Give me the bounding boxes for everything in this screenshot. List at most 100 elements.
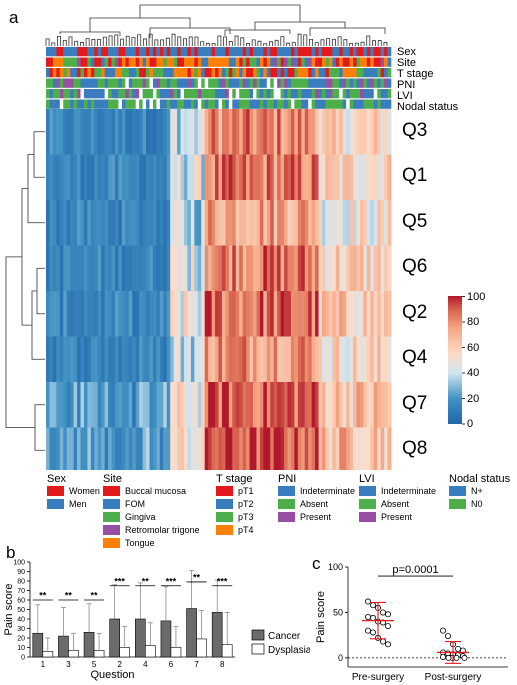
annotation-cell bbox=[197, 47, 202, 57]
dendrogram-link bbox=[205, 42, 210, 46]
heatmap-cell bbox=[328, 109, 333, 155]
annotation-cell bbox=[335, 47, 340, 57]
annotation-cell bbox=[170, 68, 174, 78]
legend-title-site: Site bbox=[103, 473, 122, 485]
annotation-cell bbox=[139, 47, 143, 57]
heatmap-cell bbox=[315, 291, 319, 337]
annotation-cell bbox=[353, 57, 357, 67]
heatmap-legend: Sex Women Men Site Buccal mucosa FOM Gin… bbox=[0, 470, 517, 550]
annotation-cell bbox=[49, 68, 54, 78]
annotation-cell bbox=[273, 68, 278, 78]
heatmap-cell bbox=[363, 382, 368, 428]
heatmap-cell bbox=[94, 154, 99, 201]
bar-cancer bbox=[135, 618, 146, 658]
heatmap-cell bbox=[163, 154, 168, 201]
panel-a-label: a bbox=[9, 8, 19, 27]
heatmap-cell bbox=[94, 291, 99, 337]
x-tick-label: 5 bbox=[92, 660, 97, 669]
heatmap-cell bbox=[70, 200, 74, 246]
heatmap-cell bbox=[177, 245, 181, 292]
heatmap-cell bbox=[322, 200, 326, 246]
annotation-cell bbox=[77, 89, 81, 99]
annotation-cell bbox=[111, 78, 116, 88]
dendrogram-link bbox=[254, 21, 346, 30]
annotation-cell bbox=[173, 68, 178, 78]
x-tick-label: Pre-surgery bbox=[352, 672, 404, 683]
heatmap-cell bbox=[273, 245, 278, 292]
heatmap-cell bbox=[184, 336, 188, 383]
heatmap-cell bbox=[353, 291, 357, 337]
heatmap-cell bbox=[301, 245, 306, 292]
heatmap-cell bbox=[287, 291, 292, 337]
annotation-cell bbox=[346, 68, 350, 78]
heatmap-cell bbox=[328, 336, 333, 383]
annotation-cell bbox=[142, 89, 147, 99]
annotation-cell bbox=[90, 57, 95, 67]
heatmap-cell bbox=[190, 427, 195, 470]
heatmap-cell bbox=[194, 382, 199, 428]
heatmap-cell bbox=[346, 245, 350, 292]
heatmap-cell bbox=[187, 291, 192, 337]
heatmap-cell bbox=[180, 109, 185, 155]
annotation-cell bbox=[59, 68, 64, 78]
heatmap-cell bbox=[173, 336, 178, 383]
dendrogram-link bbox=[263, 43, 268, 46]
annotation-cell bbox=[332, 99, 337, 109]
swatch-buccal bbox=[103, 486, 120, 496]
heatmap-cell bbox=[115, 154, 119, 201]
y-tick-label: 50 bbox=[333, 607, 343, 617]
heatmap-cell bbox=[63, 291, 68, 337]
annotation-cell bbox=[108, 57, 112, 67]
data-point bbox=[365, 627, 372, 634]
heatmap-cell bbox=[156, 427, 161, 470]
heatmap-cell bbox=[308, 245, 313, 292]
heatmap-cell bbox=[335, 200, 340, 246]
annotation-cell bbox=[87, 47, 92, 57]
heatmap-cell bbox=[366, 291, 371, 337]
annotation-cell bbox=[128, 89, 133, 99]
annotation-cell bbox=[190, 57, 195, 67]
heatmap-cell bbox=[94, 382, 99, 428]
annotation-cell bbox=[280, 68, 285, 78]
annotation-cell bbox=[80, 99, 85, 109]
annotation-cell bbox=[270, 57, 274, 67]
annotation-cell bbox=[294, 57, 299, 67]
dendrogram-link bbox=[377, 40, 382, 46]
annotation-cell bbox=[218, 57, 223, 67]
annotation-cell bbox=[132, 47, 136, 57]
heatmap-cell bbox=[66, 382, 71, 428]
heatmap-cell bbox=[294, 200, 299, 246]
annotation-cell bbox=[356, 57, 361, 67]
heatmap-cell bbox=[73, 382, 78, 428]
heatmap-cell bbox=[218, 336, 223, 383]
annotation-cell bbox=[194, 78, 199, 88]
heatmap-cell bbox=[159, 154, 164, 201]
annotation-cell bbox=[342, 68, 347, 78]
annotation-cell bbox=[221, 57, 226, 67]
heatmap-cell bbox=[280, 291, 285, 337]
heatmap-cell bbox=[156, 154, 161, 201]
annotation-cell bbox=[190, 68, 195, 78]
heatmap-cell bbox=[290, 336, 295, 383]
annotation-cell bbox=[146, 99, 150, 109]
annotation-cell bbox=[94, 78, 99, 88]
heatmap-cell bbox=[173, 427, 178, 470]
heatmap-cell bbox=[256, 245, 261, 292]
heatmap-cell bbox=[221, 291, 226, 337]
heatmap-cell bbox=[180, 291, 185, 337]
heatmap-cell bbox=[318, 109, 323, 155]
heatmap-cell bbox=[87, 291, 92, 337]
heatmap-cell bbox=[70, 154, 74, 201]
annotation-cell bbox=[166, 47, 171, 57]
annotation-cell bbox=[94, 57, 99, 67]
dendrogram-link bbox=[57, 35, 61, 46]
heatmap-cell bbox=[287, 109, 292, 155]
annotation-cell bbox=[180, 68, 185, 78]
data-point bbox=[454, 645, 461, 652]
annotation-cell bbox=[197, 89, 202, 99]
annotation-cell bbox=[180, 47, 185, 57]
annotation-cell bbox=[204, 99, 209, 109]
annotation-cell bbox=[177, 78, 181, 88]
legend-swatch-dysplasia bbox=[251, 643, 265, 655]
heatmap-cell bbox=[297, 154, 302, 201]
